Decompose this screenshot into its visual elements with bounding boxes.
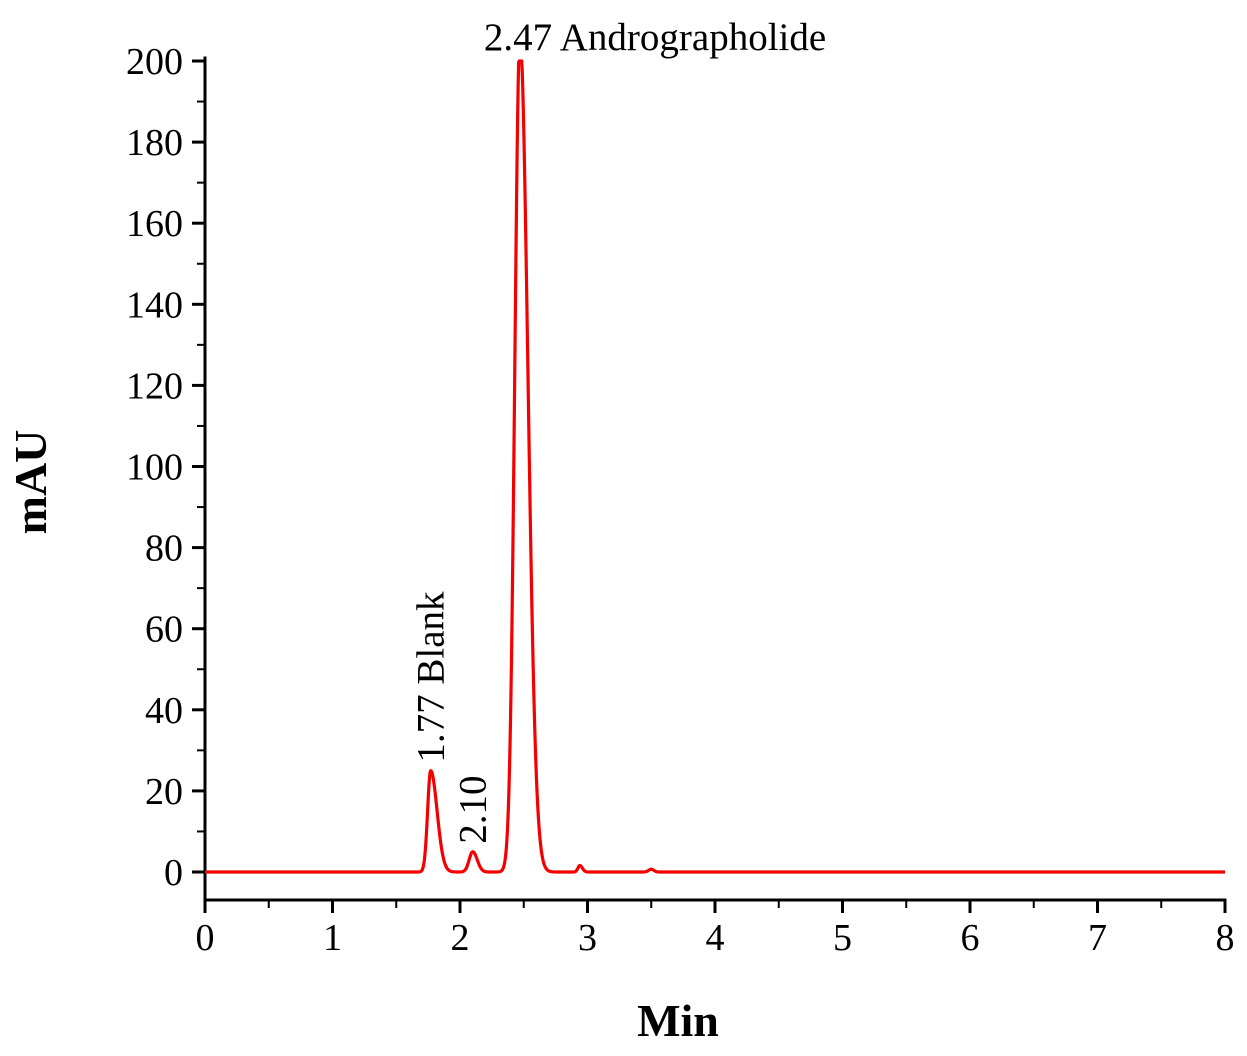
peak-label: 1.77 Blank xyxy=(410,591,453,763)
peak-label: 2.10 xyxy=(452,775,495,843)
x-axis-title: Min xyxy=(637,995,719,1046)
x-tick-label: 5 xyxy=(833,917,852,959)
x-tick-label: 1 xyxy=(323,917,342,959)
y-tick-label: 140 xyxy=(126,284,183,326)
y-tick-label: 60 xyxy=(145,609,183,651)
y-tick-label: 0 xyxy=(164,852,183,894)
x-tick-label: 7 xyxy=(1088,917,1107,959)
y-tick-label: 80 xyxy=(145,528,183,570)
y-axis-title: mAU xyxy=(5,430,56,535)
peak-label: 2.47 Andrographolide xyxy=(484,16,826,59)
x-tick-label: 2 xyxy=(451,917,470,959)
y-tick-label: 120 xyxy=(126,365,183,407)
y-tick-label: 100 xyxy=(126,447,183,489)
x-tick-label: 8 xyxy=(1216,917,1235,959)
trace-line xyxy=(203,59,1227,874)
y-tick-label: 200 xyxy=(126,41,183,83)
x-tick-label: 6 xyxy=(961,917,980,959)
y-tick-label: 40 xyxy=(145,690,183,732)
y-tick-label: 180 xyxy=(126,122,183,164)
x-tick-label: 0 xyxy=(196,917,215,959)
y-tick-label: 20 xyxy=(145,771,183,813)
x-tick-label: 3 xyxy=(578,917,597,959)
y-tick-label: 160 xyxy=(126,203,183,245)
x-tick-label: 4 xyxy=(706,917,725,959)
